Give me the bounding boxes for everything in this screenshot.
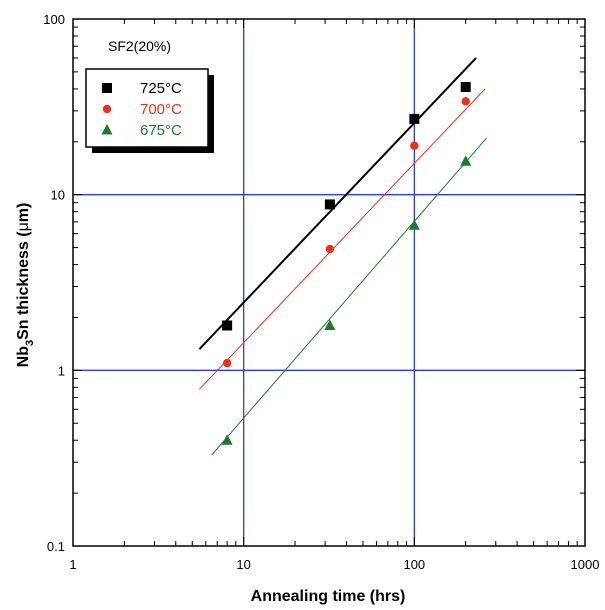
legend-label: 725°C	[140, 80, 182, 97]
plot-frame	[72, 18, 586, 547]
y-tick-label: 1	[58, 363, 65, 378]
axis-ticks: 1 10 100 1000 0.1 1 10 100	[43, 12, 599, 572]
fit-line-square	[198, 57, 477, 350]
legend-label: 700°C	[140, 101, 182, 118]
data-point-circle	[410, 141, 419, 150]
legend-marker-triangle	[101, 124, 113, 135]
data-point-square	[222, 320, 233, 331]
data-points	[221, 82, 472, 445]
x-tick-label: 1	[69, 557, 76, 572]
data-point-square	[460, 82, 471, 93]
fit-line-circle	[198, 88, 486, 390]
data-point-triangle	[408, 219, 420, 230]
grid	[73, 19, 585, 546]
data-point-circle	[325, 244, 335, 254]
fit-lines	[198, 57, 487, 456]
data-point-circle	[461, 97, 470, 106]
legend: 725°C 700°C 675°C	[85, 68, 214, 153]
data-point-triangle	[460, 155, 472, 166]
y-axis-title: Nb3Sn thickness (μm)	[15, 203, 36, 368]
fit-line-triangle	[211, 137, 487, 456]
legend-label: 675°C	[140, 122, 182, 139]
x-axis-title: Annealing time (hrs)	[251, 588, 406, 605]
annotation: SF2(20%)	[108, 38, 171, 54]
data-point-triangle	[221, 434, 233, 445]
x-tick-label: 10	[236, 557, 250, 572]
legend-marker-square	[102, 83, 112, 93]
data-point-circle	[222, 358, 232, 368]
y-tick-label: 100	[43, 12, 65, 27]
x-tick-label: 1000	[571, 557, 600, 572]
data-point-square	[409, 113, 420, 124]
y-tick-label: 10	[51, 188, 65, 203]
y-tick-label: 0.1	[47, 539, 65, 554]
data-point-triangle	[324, 319, 336, 330]
x-tick-label: 100	[403, 557, 425, 572]
legend-marker-circle	[102, 104, 112, 114]
data-point-square	[324, 199, 335, 210]
